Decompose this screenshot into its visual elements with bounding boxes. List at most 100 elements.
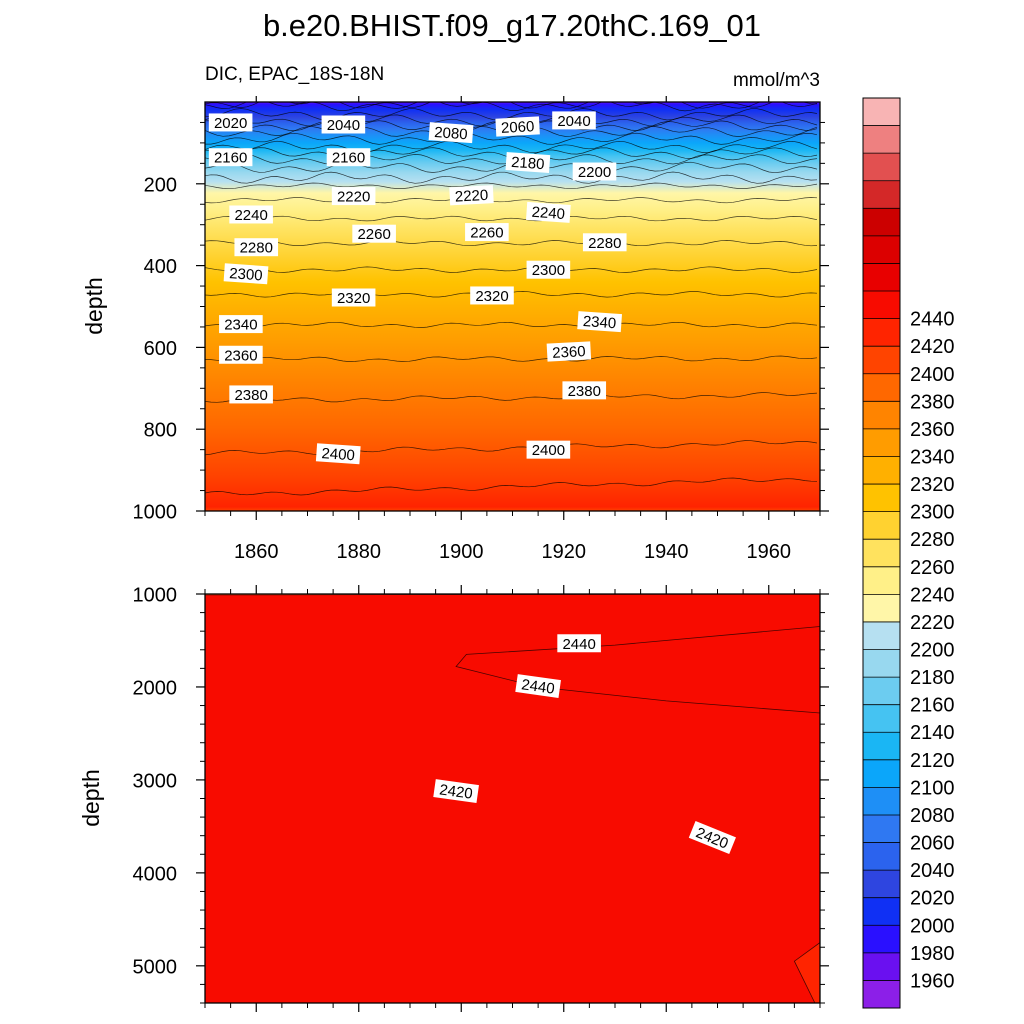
contour-label-upper-8-text: 2200 — [578, 164, 611, 181]
contour-label-lower-3-box — [688, 821, 736, 855]
contour-label-upper-15-box — [234, 238, 279, 257]
contour-line-2340 — [205, 321, 818, 328]
upper-y-label-400: 400 — [144, 256, 177, 278]
contour-label-upper-23: 2360 — [219, 345, 263, 364]
colorbar-box-26 — [863, 263, 900, 292]
contour-label-upper-1: 2040 — [321, 115, 366, 134]
colorbar-label-1960: 1960 — [910, 970, 955, 992]
contour-line-2300 — [205, 266, 818, 273]
colorbar-label-2060: 2060 — [910, 833, 955, 855]
contour-label-lower-1-box — [515, 674, 561, 698]
contour-label-upper-25: 2380 — [229, 385, 273, 404]
contour-label-upper-27: 2400 — [315, 443, 361, 465]
lower-y-label-3000: 3000 — [133, 770, 178, 792]
variable-label: DIC, EPAC_18S-18N — [205, 64, 384, 85]
colorbar-label-2240: 2240 — [910, 584, 955, 606]
contour-label-upper-7-text: 2180 — [511, 154, 545, 173]
contour-label-upper-7: 2180 — [505, 152, 551, 174]
contour-label-upper-2-box — [428, 122, 474, 144]
contour-label-upper-20: 2320 — [470, 286, 514, 305]
contour-label-lower-1: 2440 — [515, 674, 561, 698]
contour-label-upper-26: 2380 — [562, 381, 607, 400]
contour-label-upper-0-text: 2020 — [214, 115, 247, 132]
colorbar-box-18 — [863, 484, 900, 512]
upper-y-axis: 200 400 600 800 1000 — [133, 121, 829, 524]
contour-label-upper-23-text: 2360 — [224, 347, 257, 364]
contour-label-upper-11-box — [229, 205, 273, 224]
upper-y-label-600: 600 — [144, 338, 177, 360]
colorbar-box-13 — [863, 621, 900, 650]
contour-label-upper-25-text: 2380 — [234, 387, 267, 404]
contour-label-upper-7-box — [505, 152, 551, 174]
contour-label-upper-10-box — [449, 185, 494, 206]
contour-line-2400 — [205, 440, 818, 456]
colorbar: 1960 1980 2000 2020 2040 2060 2080 2100 2120 2140… — [862, 97, 955, 1009]
contour-label-upper-13-box — [352, 224, 396, 243]
contour-label-upper-16: 2280 — [582, 233, 627, 252]
colorbar-box-28 — [863, 208, 900, 237]
contour-label-upper-21-text: 2340 — [224, 317, 257, 334]
contour-label-lower-2-box — [433, 779, 479, 804]
colorbar-box-23 — [863, 346, 900, 375]
contour-label-upper-19: 2320 — [331, 288, 376, 307]
contour-line-2380 — [205, 392, 818, 403]
contour-label-upper-1-box — [321, 115, 366, 134]
contour-label-upper-3: 2060 — [495, 116, 540, 137]
contour-label-upper-12-box — [526, 201, 571, 223]
contour-label-upper-27-box — [315, 443, 361, 465]
colorbar-label-2340: 2340 — [910, 446, 955, 468]
contour-label-lower-2-text: 2420 — [438, 781, 473, 802]
contour-label-upper-15: 2280 — [234, 238, 279, 257]
contour-label-upper-25-box — [229, 385, 273, 404]
contour-label-lower-1-text: 2440 — [520, 676, 555, 697]
contour-label-upper-4-box — [552, 111, 596, 130]
contour-label-upper-19-box — [331, 288, 376, 307]
colorbar-box-5 — [863, 842, 900, 871]
contour-label-upper-15-text: 2280 — [240, 240, 273, 257]
colorbar-box-15 — [863, 566, 900, 595]
colorbar-box-4 — [863, 870, 900, 898]
colorbar-box-19 — [863, 456, 900, 485]
colorbar-box-0 — [863, 980, 900, 1009]
colorbar-box-17 — [863, 511, 900, 540]
contour-label-upper-11: 2240 — [229, 205, 273, 224]
colorbar-box-22 — [863, 373, 900, 402]
contour-label-upper-10: 2220 — [449, 185, 494, 206]
contour-label-upper-8: 2200 — [572, 162, 617, 181]
contour-label-upper-0-box — [208, 113, 253, 132]
lower-y-label-5000: 5000 — [133, 956, 178, 978]
colorbar-box-12 — [863, 649, 900, 678]
colorbar-box-20 — [863, 428, 900, 457]
contour-label-upper-4: 2040 — [552, 111, 596, 130]
contour-label-upper-5-box — [208, 148, 253, 167]
contour-line-2200 — [205, 171, 818, 184]
colorbar-box-16 — [863, 539, 900, 568]
contour-label-upper-17-box — [223, 263, 269, 285]
colorbar-label-2360: 2360 — [910, 419, 955, 441]
colorbar-label-2280: 2280 — [910, 529, 955, 551]
contour-label-upper-18-text: 2300 — [532, 262, 565, 279]
colorbar-label-2180: 2180 — [910, 667, 955, 689]
contour-line-2240 — [205, 197, 818, 204]
colorbar-label-2000: 2000 — [910, 915, 955, 937]
contour-line-2360 — [205, 355, 818, 363]
colorbar-box-6 — [863, 814, 900, 843]
colorbar-box-3 — [863, 897, 900, 926]
contour-line-2280 — [205, 240, 818, 247]
colorbar-label-2420: 2420 — [910, 336, 955, 358]
colorbar-box-27 — [863, 235, 900, 264]
colorbar-box-7 — [863, 787, 900, 816]
colorbar-box-31 — [863, 125, 900, 154]
colorbar-label-1980: 1980 — [910, 943, 955, 965]
colorbar-box-1 — [863, 952, 900, 981]
colorbar-box-30 — [863, 153, 900, 182]
contour-label-upper-9-box — [331, 187, 376, 206]
contour-label-upper-12: 2240 — [526, 201, 571, 223]
lower-y-label-4000: 4000 — [133, 863, 178, 885]
contour-label-upper-22: 2340 — [577, 311, 622, 332]
contour-label-upper-18: 2300 — [526, 260, 571, 279]
upper-y-label-200: 200 — [144, 174, 177, 196]
colorbar-frame — [862, 97, 901, 1009]
contour-label-upper-9-text: 2220 — [337, 189, 370, 206]
